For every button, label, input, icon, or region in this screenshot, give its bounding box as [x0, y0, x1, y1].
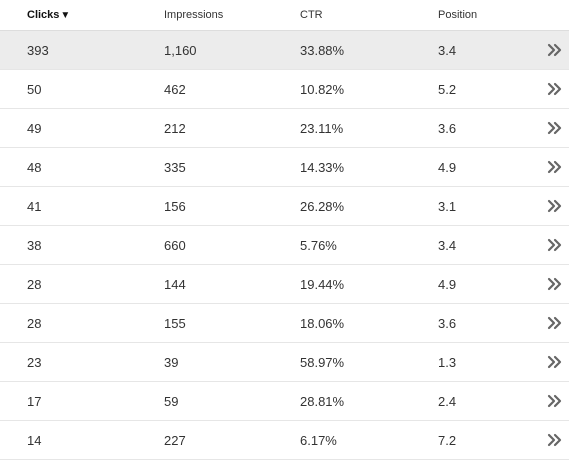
cell-position: 3.4 — [438, 238, 457, 253]
cell-position: 5.2 — [438, 82, 457, 97]
cell-impressions: 155 — [164, 316, 186, 331]
double-chevron-right-icon[interactable] — [547, 277, 563, 291]
table-row[interactable]: 38 660 5.76% 3.4 — [0, 226, 569, 265]
cell-position: 3.6 — [438, 121, 457, 136]
cell-ctr: 6.17% — [300, 433, 337, 448]
cell-clicks: 41 — [27, 199, 42, 214]
cell-impressions: 156 — [164, 199, 186, 214]
double-chevron-right-icon[interactable] — [547, 433, 563, 447]
cell-impressions: 462 — [164, 82, 186, 97]
cell-ctr: 23.11% — [300, 121, 344, 136]
cell-impressions: 59 — [164, 394, 179, 409]
cell-position: 3.4 — [438, 43, 457, 58]
table-row[interactable]: 14 227 6.17% 7.2 — [0, 421, 569, 460]
table-body: 393 1,160 33.88% 3.4 50 462 10.82% 5.2 49 212 23.1… — [0, 31, 569, 460]
double-chevron-right-icon[interactable] — [547, 82, 563, 96]
cell-ctr: 58.97% — [300, 355, 345, 370]
double-chevron-right-icon[interactable] — [547, 43, 563, 57]
header-clicks[interactable]: Clicks▼ — [27, 9, 71, 21]
cell-ctr: 10.82% — [300, 82, 345, 97]
cell-position: 4.9 — [438, 160, 457, 175]
cell-clicks: 17 — [27, 394, 42, 409]
cell-impressions: 227 — [164, 433, 186, 448]
cell-position: 3.1 — [438, 199, 457, 214]
cell-clicks: 28 — [27, 316, 42, 331]
table-row[interactable]: 28 155 18.06% 3.6 — [0, 304, 569, 343]
cell-position: 4.9 — [438, 277, 457, 292]
cell-impressions: 1,160 — [164, 43, 197, 58]
cell-ctr: 5.76% — [300, 238, 337, 253]
double-chevron-right-icon[interactable] — [547, 199, 563, 213]
table-header: Clicks▼ Impressions CTR Position — [0, 0, 569, 31]
table-row[interactable]: 393 1,160 33.88% 3.4 — [0, 31, 569, 70]
cell-position: 2.4 — [438, 394, 457, 409]
table-row[interactable]: 49 212 23.11% 3.6 — [0, 109, 569, 148]
header-impressions[interactable]: Impressions — [164, 9, 224, 21]
table-row[interactable]: 23 39 58.97% 1.3 — [0, 343, 569, 382]
cell-ctr: 28.81% — [300, 394, 345, 409]
cell-clicks: 23 — [27, 355, 42, 370]
cell-ctr: 26.28% — [300, 199, 345, 214]
cell-position: 3.6 — [438, 316, 457, 331]
double-chevron-right-icon[interactable] — [547, 316, 563, 330]
double-chevron-right-icon[interactable] — [547, 238, 563, 252]
cell-clicks: 38 — [27, 238, 42, 253]
cell-impressions: 39 — [164, 355, 179, 370]
header-position[interactable]: Position — [438, 9, 478, 21]
cell-impressions: 335 — [164, 160, 186, 175]
cell-impressions: 660 — [164, 238, 186, 253]
cell-impressions: 212 — [164, 121, 186, 136]
cell-position: 1.3 — [438, 355, 457, 370]
table-row[interactable]: 17 59 28.81% 2.4 — [0, 382, 569, 421]
cell-impressions: 144 — [164, 277, 186, 292]
cell-clicks: 393 — [27, 43, 49, 58]
cell-clicks: 49 — [27, 121, 42, 136]
cell-ctr: 18.06% — [300, 316, 345, 331]
cell-ctr: 14.33% — [300, 160, 345, 175]
table-row[interactable]: 28 144 19.44% 4.9 — [0, 265, 569, 304]
header-ctr[interactable]: CTR — [300, 9, 323, 21]
cell-clicks: 50 — [27, 82, 42, 97]
double-chevron-right-icon[interactable] — [547, 355, 563, 369]
sort-desc-icon: ▼ — [60, 10, 71, 21]
table-row[interactable]: 48 335 14.33% 4.9 — [0, 148, 569, 187]
table-row[interactable]: 50 462 10.82% 5.2 — [0, 70, 569, 109]
cell-clicks: 48 — [27, 160, 42, 175]
cell-ctr: 33.88% — [300, 43, 345, 58]
double-chevron-right-icon[interactable] — [547, 160, 563, 174]
double-chevron-right-icon[interactable] — [547, 121, 563, 135]
cell-position: 7.2 — [438, 433, 457, 448]
table-row[interactable]: 41 156 26.28% 3.1 — [0, 187, 569, 226]
cell-ctr: 19.44% — [300, 277, 345, 292]
cell-clicks: 28 — [27, 277, 42, 292]
double-chevron-right-icon[interactable] — [547, 394, 563, 408]
cell-clicks: 14 — [27, 433, 42, 448]
